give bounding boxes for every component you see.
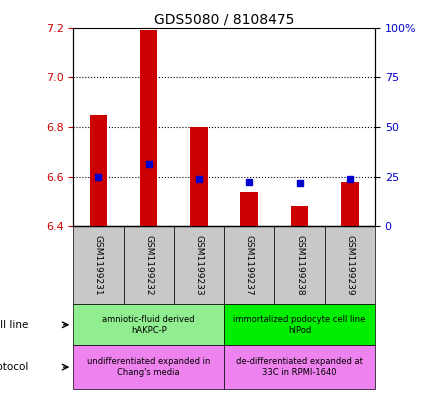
- Bar: [340, 182, 358, 226]
- Text: growth protocol: growth protocol: [0, 362, 28, 372]
- Title: GDS5080 / 8108475: GDS5080 / 8108475: [154, 12, 294, 26]
- Text: GSM1199239: GSM1199239: [344, 235, 353, 296]
- Bar: [73, 226, 123, 305]
- Text: immortalized podocyte cell line
hIPod: immortalized podocyte cell line hIPod: [233, 315, 365, 334]
- Bar: [190, 127, 207, 226]
- Text: GSM1199238: GSM1199238: [295, 235, 303, 296]
- Text: GSM1199232: GSM1199232: [144, 235, 153, 296]
- Text: GSM1199231: GSM1199231: [94, 235, 103, 296]
- Bar: [73, 305, 224, 345]
- Text: cell line: cell line: [0, 320, 28, 330]
- Bar: [89, 114, 107, 226]
- Bar: [173, 226, 224, 305]
- Bar: [240, 191, 258, 226]
- Bar: [274, 226, 324, 305]
- Bar: [290, 206, 307, 226]
- Text: undifferentiated expanded in
Chang's media: undifferentiated expanded in Chang's med…: [87, 357, 210, 377]
- Text: de-differentiated expanded at
33C in RPMI-1640: de-differentiated expanded at 33C in RPM…: [236, 357, 362, 377]
- Bar: [140, 30, 157, 226]
- Bar: [73, 345, 224, 389]
- Text: amniotic-fluid derived
hAKPC-P: amniotic-fluid derived hAKPC-P: [102, 315, 194, 334]
- Bar: [324, 226, 374, 305]
- Text: GSM1199237: GSM1199237: [244, 235, 253, 296]
- Text: GSM1199233: GSM1199233: [194, 235, 203, 296]
- Bar: [224, 226, 274, 305]
- Bar: [224, 305, 374, 345]
- Bar: [224, 345, 374, 389]
- Bar: [123, 226, 173, 305]
